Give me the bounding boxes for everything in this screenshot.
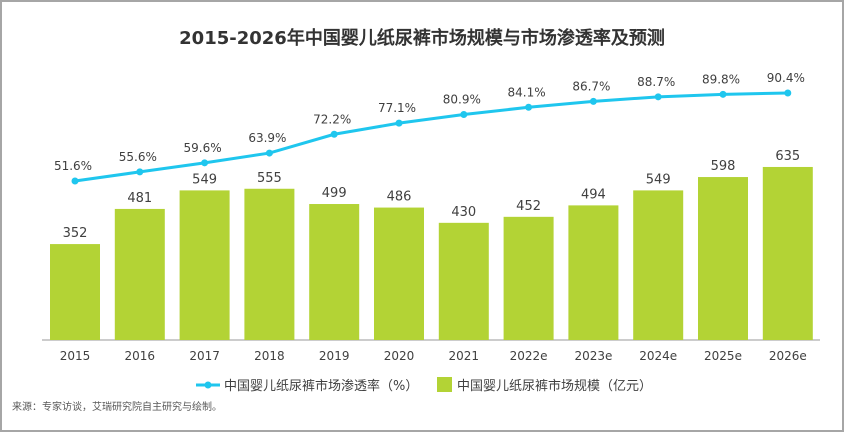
bar-2017 xyxy=(179,190,230,340)
legend-line-label: 中国婴儿纸尿裤市场渗透率（%） xyxy=(224,378,418,394)
x-tick-label: 2018 xyxy=(254,349,285,363)
bar-2018 xyxy=(244,188,295,340)
bar-value-label: 430 xyxy=(451,205,476,220)
legend-bar-label: 中国婴儿纸尿裤市场规模（亿元） xyxy=(457,378,652,394)
legend-line-marker xyxy=(204,381,212,389)
line-point-2024e xyxy=(654,93,662,101)
bar-value-label: 598 xyxy=(711,159,736,174)
bar-2024e xyxy=(633,190,684,340)
chart-title: 2015-2026年中国婴儿纸尿裤市场规模与市场渗透率及预测 xyxy=(179,27,665,49)
bar-2021 xyxy=(438,222,489,340)
x-tick-label: 2019 xyxy=(319,349,350,363)
line-value-label: 72.2% xyxy=(313,112,351,126)
line-value-label: 63.9% xyxy=(248,131,286,145)
line-value-label: 55.6% xyxy=(119,150,157,164)
bar-value-label: 481 xyxy=(127,191,152,206)
bar-value-label: 499 xyxy=(322,186,347,201)
line-point-2023e xyxy=(589,97,597,105)
line-point-2016 xyxy=(136,168,144,176)
bar-value-label: 555 xyxy=(257,171,282,186)
x-tick-label: 2024e xyxy=(639,349,677,363)
bar-2022e xyxy=(503,216,554,340)
legend: 中国婴儿纸尿裤市场渗透率（%） 中国婴儿纸尿裤市场规模（亿元） xyxy=(196,377,652,394)
line-point-2015 xyxy=(71,177,79,185)
x-tick-label: 2022e xyxy=(510,349,548,363)
line-point-2020 xyxy=(395,119,403,127)
bar-value-label: 549 xyxy=(646,172,671,187)
line-value-label: 59.6% xyxy=(184,141,222,155)
line-point-2025e xyxy=(719,90,727,98)
bar-value-label: 635 xyxy=(775,149,800,164)
x-tick-label: 2016 xyxy=(125,349,156,363)
line-value-label: 84.1% xyxy=(508,85,546,99)
line-point-2019 xyxy=(330,130,338,138)
x-tick-label: 2025e xyxy=(704,349,742,363)
x-tick-label: 2023e xyxy=(574,349,612,363)
line-point-2017 xyxy=(201,159,209,167)
x-tick-label: 2017 xyxy=(189,349,220,363)
line-value-label: 90.4% xyxy=(767,71,805,85)
bar-2015 xyxy=(50,244,100,340)
bar-value-label: 452 xyxy=(516,199,541,214)
line-point-2021 xyxy=(460,111,468,119)
bar-2023e xyxy=(568,205,619,340)
x-tick-label: 2021 xyxy=(449,349,480,363)
legend-bar-swatch xyxy=(437,377,452,392)
bar-2020 xyxy=(374,207,424,340)
x-tick-label: 2026e xyxy=(769,349,807,363)
line-point-2026e xyxy=(784,89,792,97)
bar-2025e xyxy=(698,177,748,340)
bar-value-label: 486 xyxy=(387,190,412,205)
x-tick-label: 2015 xyxy=(60,349,91,363)
line-value-label: 88.7% xyxy=(637,75,675,89)
line-point-2018 xyxy=(265,149,273,157)
x-tick-label: 2020 xyxy=(384,349,415,363)
line-value-label: 51.6% xyxy=(54,159,92,173)
line-value-label: 80.9% xyxy=(443,93,481,107)
bar-2026e xyxy=(762,166,813,340)
bar-value-label: 549 xyxy=(192,172,217,187)
line-value-label: 89.8% xyxy=(702,72,740,86)
source-note: 来源：专家访谈，艾瑞研究院自主研究与绘制。 xyxy=(12,400,222,413)
line-value-label: 86.7% xyxy=(572,79,610,93)
bar-value-label: 494 xyxy=(581,187,606,202)
line-point-2022e xyxy=(525,103,533,111)
bar-2016 xyxy=(114,208,165,340)
bar-2019 xyxy=(309,204,360,340)
line-value-label: 77.1% xyxy=(378,101,416,115)
penetration-line xyxy=(74,91,788,183)
bar-value-label: 352 xyxy=(63,226,88,241)
